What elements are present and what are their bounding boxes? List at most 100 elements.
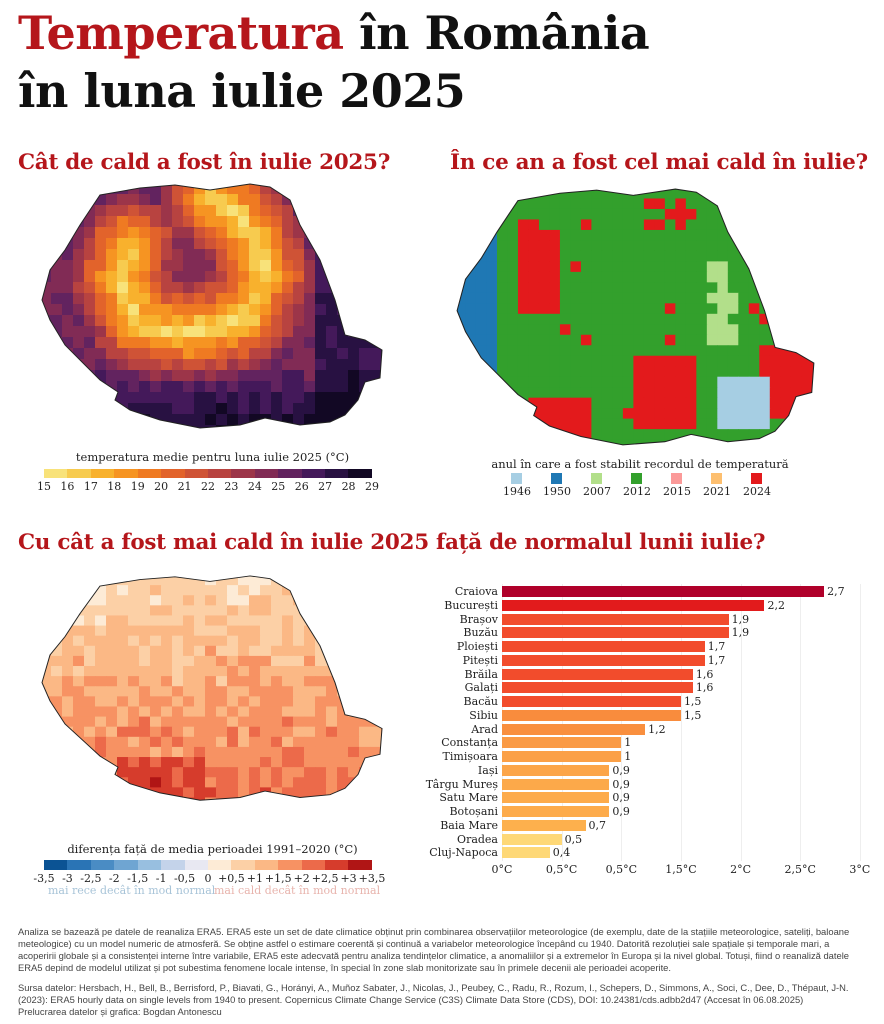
map-cell [559,418,571,430]
map-cell [172,676,184,687]
map-cell [348,676,360,687]
map-cell [260,216,272,228]
map-cell [780,292,792,304]
map-cell [381,767,382,778]
map-cell [42,635,52,647]
map-cell [465,397,477,409]
map-cell [591,397,603,409]
map-cell [528,229,540,241]
map-cell [293,271,305,283]
map-cell [84,726,96,738]
bar-category-label: Botoșani [449,805,498,818]
map-cell [183,696,195,707]
map-cell [249,194,261,206]
map-cell [315,767,327,778]
map-cell [128,726,140,738]
map-cell [326,414,338,426]
map-cell [664,418,676,430]
legend-swatch [184,860,208,870]
map-cell [696,439,708,445]
map-cell [249,370,261,382]
map-cell [260,293,272,305]
map-cell [780,387,792,399]
map-cell [84,348,96,360]
map-cell [748,189,760,200]
map-cell [717,250,729,262]
map-cell [528,376,540,388]
map-cell [517,229,529,241]
map-cell [227,575,239,586]
map-cell [780,198,792,210]
map-cell [315,216,327,228]
map-cell [465,376,477,388]
map-cell [348,787,360,798]
map-cell [51,655,63,667]
map-cell [612,408,624,420]
map-cell [591,408,603,420]
map-cell [216,337,228,349]
legend-year: 2024 [743,485,771,498]
map-cell [738,345,750,357]
map-cell [801,429,813,441]
map-cell [84,716,96,728]
map-cell [150,716,162,728]
map-cell [139,676,151,687]
map-cell [706,345,718,357]
map-cell [633,261,645,273]
map-cell [738,334,750,346]
map-cell [194,216,206,228]
map-cell [381,655,382,667]
map-cell [538,345,550,357]
map-cell [811,397,814,409]
map-cell [42,216,52,228]
map-cell [42,205,52,217]
map-cell [801,250,813,262]
map-cell [738,418,750,430]
map-cell [580,261,592,273]
map-cell [249,666,261,677]
map-cell [381,260,382,272]
map-cell [183,777,195,788]
map-cell [528,292,540,304]
map-cell [359,359,371,371]
map-cell [42,381,52,393]
map-cell [227,315,239,327]
map-cell [381,787,382,798]
map-cell [161,370,173,382]
map-cell [117,304,129,316]
map-cell [183,414,195,426]
map-cell [622,271,634,283]
map-cell [549,303,561,315]
map-cell [95,595,107,606]
map-cell [293,326,305,338]
map-cell [538,271,550,283]
map-cell [106,757,118,768]
map-cell [227,249,239,261]
map-cell [282,595,294,606]
map-cell [580,355,592,367]
map-cell [696,271,708,283]
map-cell [717,408,729,420]
map-cell [128,625,140,637]
map-cell [738,229,750,241]
map-cell [326,194,338,206]
map-cell [370,425,382,428]
map-cell [106,625,118,637]
map-cell [260,227,272,239]
map-cell [84,746,96,758]
gridline [502,584,503,861]
map-cell [183,726,195,738]
map-cell [139,249,151,261]
map-cell [601,271,613,283]
map-cell [216,635,228,647]
map-cell [73,676,85,687]
map-cell [790,208,802,220]
map-cell [326,184,338,195]
map-cell [172,326,184,338]
map-cell [73,797,85,801]
map-cell [517,418,529,430]
map-cell [612,355,624,367]
map-cell [790,282,802,294]
bar-category-label: Buzău [463,626,498,640]
map-cell [769,292,781,304]
